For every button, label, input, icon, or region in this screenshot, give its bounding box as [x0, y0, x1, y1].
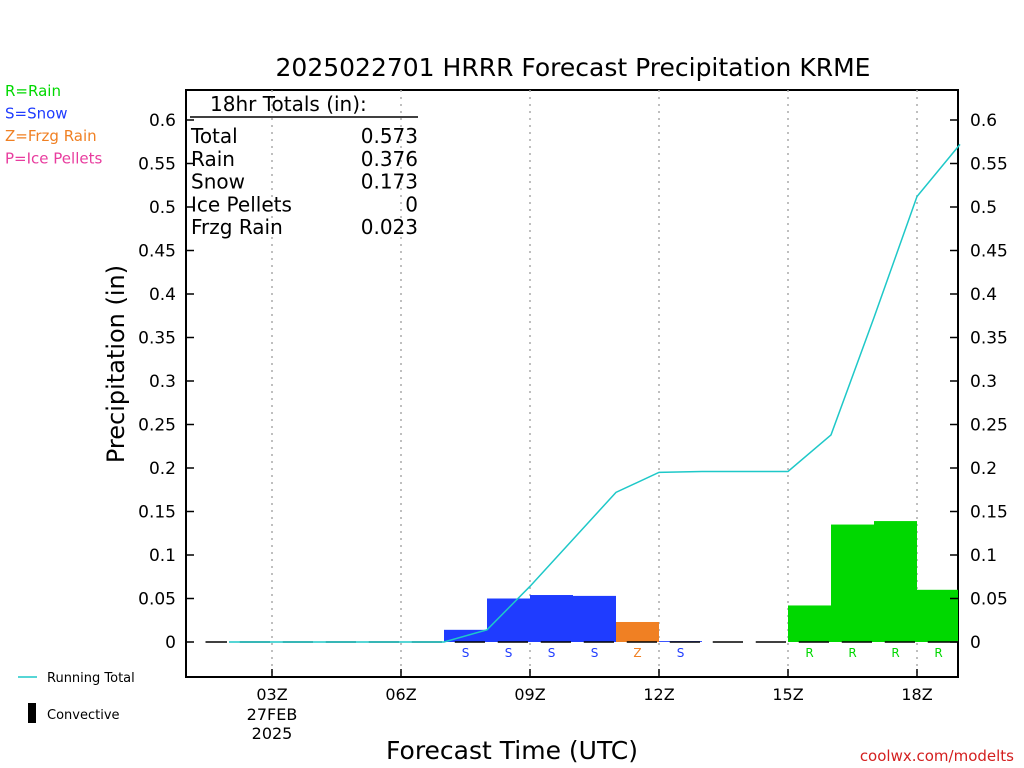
x-tick-label: 03Z	[256, 685, 287, 704]
y-tick-label-left: 0	[165, 633, 176, 653]
totals-box: 18hr Totals (in): Total 0.573 Rain 0.376 Sno…	[190, 92, 418, 239]
totals-row-label: Snow	[191, 170, 245, 194]
y-tick-label-left: 0.1	[149, 546, 176, 566]
y-axis-layer: 0 0 0.05 0.05 0.1 0.1 0.15 0.15 0.2 0.2 0.25 0.25 0.…	[138, 111, 1008, 653]
ptype-marker: R	[891, 646, 899, 660]
x-tick-label: 06Z	[385, 685, 416, 704]
ptype-legend-entry: P=Ice Pellets	[5, 150, 102, 168]
y-tick-label-right: 0.4	[970, 285, 997, 305]
y-tick-label-right: 0.45	[970, 242, 1008, 262]
y-tick-label-right: 0.15	[970, 503, 1008, 523]
totals-row-value: 0.573	[361, 124, 418, 148]
ptype-legend-entry: R=Rain	[5, 82, 61, 100]
x-tick-date-label: 27FEB	[247, 705, 298, 724]
y-tick-label-left: 0.25	[138, 416, 176, 436]
ptype-legend-entry: Z=Frzg Rain	[5, 127, 97, 145]
ptype-marker: Z	[633, 646, 641, 660]
x-tick-label: 09Z	[514, 685, 545, 704]
chart-title: 2025022701 HRRR Forecast Precipitation K…	[276, 53, 871, 82]
totals-row-label: Rain	[191, 147, 235, 171]
y-tick-label-left: 0.15	[138, 503, 176, 523]
totals-heading: 18hr Totals (in):	[210, 92, 367, 116]
y-tick-label-right: 0.3	[970, 372, 997, 392]
x-tick-label: 15Z	[772, 685, 803, 704]
ptype-marker: R	[805, 646, 813, 660]
ptype-marker: S	[505, 646, 513, 660]
totals-row-value: 0.376	[361, 147, 418, 171]
precip-bar	[831, 524, 874, 642]
y-tick-label-right: 0.35	[970, 329, 1008, 349]
ptype-marker: S	[591, 646, 599, 660]
series-legend: Running Total Convective	[18, 671, 135, 723]
y-tick-label-right: 0.5	[970, 198, 997, 218]
precip-bar	[917, 589, 958, 642]
precip-bar	[788, 605, 831, 642]
y-tick-label-right: 0	[970, 633, 981, 653]
running-total-legend-label: Running Total	[47, 671, 135, 686]
y-tick-label-right: 0.55	[970, 155, 1008, 175]
precip-bar	[487, 598, 530, 642]
ptype-marker: R	[848, 646, 856, 660]
y-tick-label-left: 0.4	[149, 285, 176, 305]
ptype-legend: R=Rain S=Snow Z=Frzg Rain P=Ice Pellets	[5, 82, 102, 168]
bars-layer	[444, 521, 958, 642]
y-tick-label-left: 0.55	[138, 155, 176, 175]
convective-legend-swatch	[28, 703, 36, 723]
plot-frame	[185, 89, 959, 678]
running-total-layer	[229, 143, 961, 643]
y-tick-label-left: 0.5	[149, 198, 176, 218]
ptype-marker: R	[934, 646, 942, 660]
ptype-legend-entry: S=Snow	[5, 105, 68, 123]
x-tick-label: 18Z	[901, 685, 932, 704]
y-tick-label-left: 0.05	[138, 590, 176, 610]
y-tick-label-left: 0.6	[149, 111, 176, 131]
totals-row-value: 0.173	[361, 170, 418, 194]
y-axis-label: Precipitation (in)	[102, 265, 130, 463]
y-tick-label-left: 0.45	[138, 242, 176, 262]
y-tick-label-left: 0.2	[149, 459, 176, 479]
ptype-marker: S	[677, 646, 685, 660]
totals-row-label: Total	[190, 124, 238, 148]
running-total-line	[229, 143, 961, 643]
totals-row-value: 0	[405, 192, 418, 216]
credit-text: coolwx.com/modelts	[860, 747, 1014, 765]
y-tick-label-left: 0.3	[149, 372, 176, 392]
precip-bar	[573, 595, 616, 642]
y-tick-label-right: 0.25	[970, 416, 1008, 436]
y-tick-label-right: 0.05	[970, 590, 1008, 610]
totals-row-label: Ice Pellets	[191, 192, 292, 216]
precip-bar	[616, 621, 659, 642]
convective-legend-label: Convective	[47, 708, 120, 723]
precip-bar	[530, 595, 573, 642]
y-tick-label-right: 0.6	[970, 111, 997, 131]
y-tick-label-left: 0.35	[138, 329, 176, 349]
ptype-marker: S	[462, 646, 470, 660]
y-tick-label-right: 0.2	[970, 459, 997, 479]
x-axis-label: Forecast Time (UTC)	[386, 736, 638, 765]
totals-row-value: 0.023	[361, 215, 418, 239]
ptype-marker: S	[548, 646, 556, 660]
y-tick-label-right: 0.1	[970, 546, 997, 566]
precip-bar	[874, 521, 917, 642]
totals-row-label: Frzg Rain	[191, 215, 283, 239]
x-tick-year-label: 2025	[252, 724, 293, 743]
x-tick-label: 12Z	[643, 685, 674, 704]
totals-rows: Total 0.573 Rain 0.376 Snow 0.173 Ice Pellets 0…	[190, 124, 418, 239]
